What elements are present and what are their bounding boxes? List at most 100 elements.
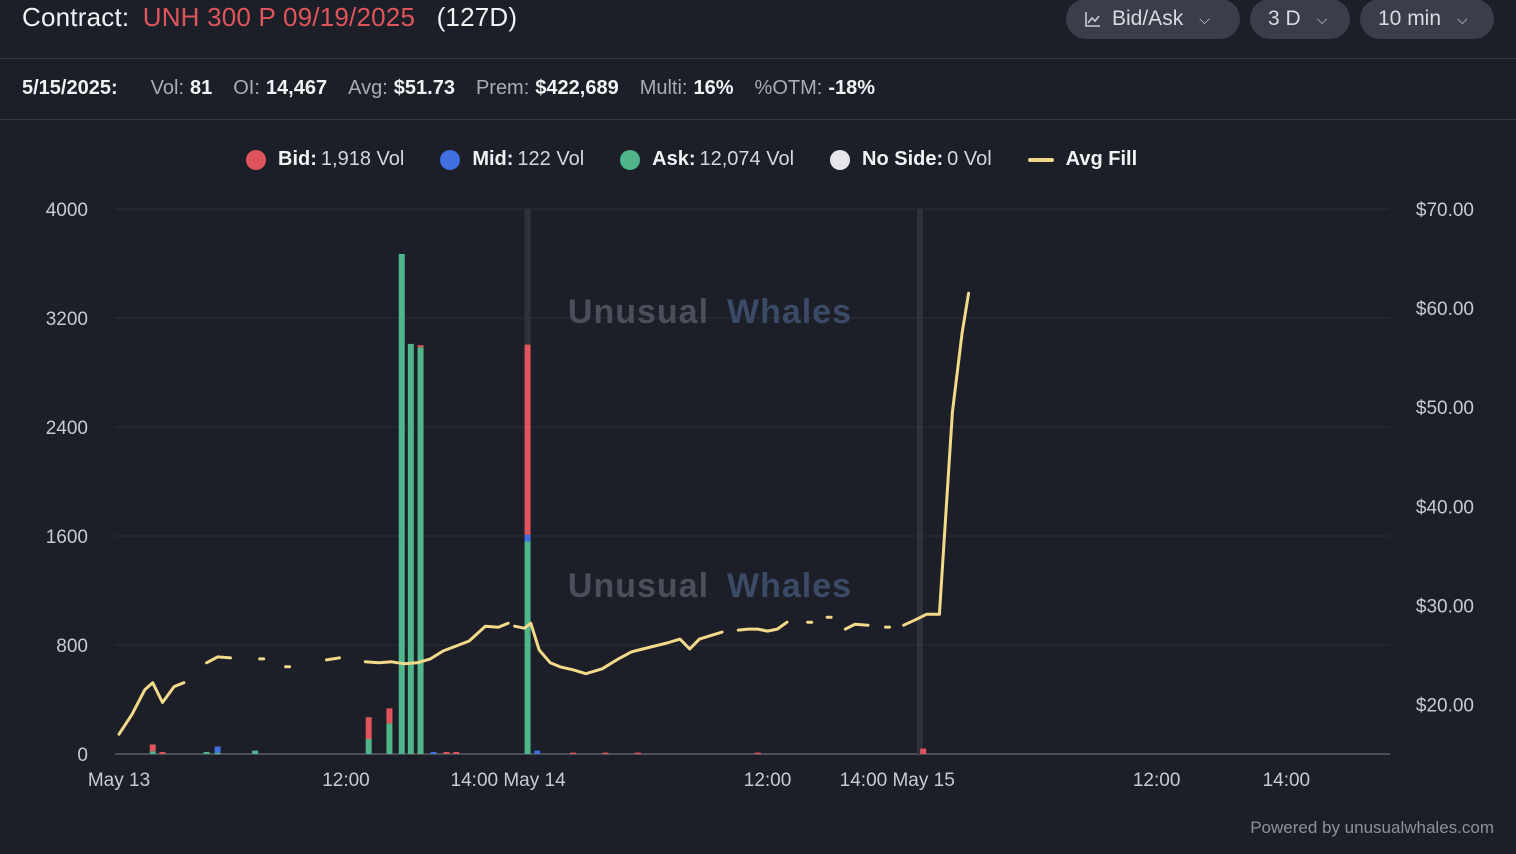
- contract-title: Contract: UNH 300 P 09/19/2025 (127D): [22, 2, 517, 33]
- volume-bar: [453, 751, 460, 754]
- bar-segment-bid: [365, 717, 372, 740]
- y-left-tick-label: 800: [56, 636, 88, 657]
- legend-no-side-name: No Side:: [862, 148, 944, 170]
- powered-by[interactable]: Powered by unusualwhales.com: [1250, 818, 1494, 837]
- volume-bar: [524, 344, 531, 754]
- bar-segment-ask: [365, 739, 372, 754]
- stat-multi-label: Multi:: [639, 77, 688, 99]
- avg-fill-line: [513, 621, 724, 676]
- y-right-tick-label: $60.00: [1416, 299, 1474, 320]
- avg-fill-line: [363, 621, 510, 666]
- interval-dropdown[interactable]: 10 min ⌵: [1360, 0, 1494, 39]
- bar-segment-ask: [398, 253, 405, 754]
- y-right-tick-label: $30.00: [1416, 596, 1474, 617]
- legend-no-side-value: 0 Vol: [947, 148, 992, 170]
- legend-bid-name: Bid:: [278, 148, 317, 170]
- bar-segment-bid: [417, 345, 424, 348]
- legend-avg-fill-name: Avg Fill: [1065, 148, 1138, 170]
- stat-multi-value: 16%: [693, 77, 734, 99]
- bar-segment-ask: [524, 541, 531, 754]
- volume-bar: [602, 752, 609, 755]
- avg-fill-line: [843, 622, 870, 631]
- interval-label: 10 min: [1378, 7, 1442, 30]
- volume-bar: [214, 746, 221, 755]
- contract-label: Contract:: [22, 2, 130, 32]
- ask-dot-icon: [620, 149, 641, 170]
- watermark-text: Unusual Whales: [568, 293, 852, 331]
- header-bar: Contract: UNH 300 P 09/19/2025 (127D) Bi…: [0, 0, 1516, 59]
- chart-type-dropdown[interactable]: Bid/Ask ⌵: [1066, 0, 1240, 39]
- stat-prem-value: $422,689: [535, 77, 619, 99]
- stat-oi: OI: 14,467: [233, 77, 327, 100]
- stat-vol: Vol: 81: [151, 77, 213, 100]
- y-right-tick-label: $20.00: [1416, 695, 1474, 716]
- volume-bar: [365, 717, 372, 754]
- stats-date: 5/15/2025:: [22, 77, 118, 99]
- bar-segment-bid: [754, 752, 761, 755]
- legend-mid-value: 122 Vol: [517, 148, 585, 170]
- volume-bar: [634, 752, 641, 755]
- legend-bid[interactable]: Bid: 1,918 Vol: [246, 148, 404, 171]
- volume-bar: [159, 751, 166, 754]
- stats-bar: 5/15/2025: Vol: 81 OI: 14,467 Avg: $51.73 P…: [0, 59, 1516, 120]
- stat-avg: Avg: $51.73: [348, 77, 455, 100]
- volume-bar: [203, 751, 210, 754]
- bar-segment-ask: [386, 723, 393, 754]
- mid-dot-icon: [440, 149, 461, 170]
- volume-bar: [569, 752, 576, 755]
- avg-fill-line: [205, 655, 232, 665]
- volume-bar: [398, 253, 405, 754]
- stat-oi-value: 14,467: [265, 77, 328, 99]
- legend-avg-fill[interactable]: Avg Fill: [1027, 148, 1138, 171]
- chart-legend: Bid: 1,918 Vol Mid: 122 Vol Ask: 12,074 Vol…: [246, 148, 1137, 171]
- bar-segment-ask: [407, 343, 414, 754]
- bid-dot-icon: [246, 149, 266, 170]
- legend-bid-value: 1,918 Vol: [320, 148, 405, 170]
- bar-segment-ask: [149, 751, 156, 754]
- x-tick-label: 12:00: [322, 770, 370, 791]
- x-tick-label: 14:00 May 15: [840, 770, 955, 791]
- chart-controls: Bid/Ask ⌵ 3 D ⌵ 10 min ⌵: [1066, 0, 1494, 39]
- y-left-tick-label: 1600: [46, 527, 88, 548]
- stat-otm-value: -18%: [828, 77, 876, 99]
- days-to-expiry: (127D): [436, 2, 518, 32]
- volume-chart: Unusual Whales Unusual Whales 0 800 1600 2400 32…: [46, 200, 1474, 791]
- volume-bar: [920, 748, 927, 754]
- chevron-down-icon: ⌵: [1199, 10, 1210, 27]
- legend-no-side[interactable]: No Side: 0 Vol: [830, 148, 992, 171]
- volume-bar: [386, 708, 393, 754]
- x-tick-label: May 13: [88, 770, 150, 791]
- bar-segment-bid: [920, 748, 927, 754]
- legend-mid[interactable]: Mid: 122 Vol: [440, 148, 584, 171]
- stat-multi: Multi: 16%: [640, 77, 734, 100]
- legend-ask[interactable]: Ask: 12,074 Vol: [620, 148, 794, 171]
- volume-bar: [443, 751, 450, 754]
- bar-segment-mid: [430, 751, 437, 754]
- stat-otm: %OTM: -18%: [755, 77, 875, 100]
- legend-mid-name: Mid:: [472, 148, 514, 170]
- range-dropdown[interactable]: 3 D ⌵: [1250, 0, 1350, 39]
- y-right-tick-label: $50.00: [1416, 398, 1474, 419]
- line-chart-icon: [1085, 12, 1100, 27]
- bar-segment-mid: [214, 746, 221, 753]
- x-tick-label: 12:00: [1133, 770, 1181, 791]
- bar-segment-bid: [453, 751, 460, 754]
- chevron-down-icon: ⌵: [1457, 10, 1468, 27]
- bar-segment-mid: [524, 534, 531, 542]
- chart-type-label: Bid/Ask: [1112, 7, 1184, 30]
- bar-segment-bid: [159, 751, 166, 754]
- legend-ask-value: 12,074 Vol: [699, 148, 795, 170]
- legend-ask-name: Ask:: [652, 148, 696, 170]
- bar-segment-bid: [149, 744, 156, 752]
- stat-vol-label: Vol:: [150, 77, 184, 99]
- volume-bar: [252, 750, 259, 754]
- stat-prem-label: Prem:: [475, 77, 530, 99]
- stat-prem: Prem: $422,689: [476, 77, 619, 100]
- y-left-tick-label: 3200: [46, 309, 88, 330]
- volume-bar: [430, 751, 437, 754]
- x-tick-label: 14:00: [1263, 770, 1311, 791]
- bar-segment-mid: [534, 750, 541, 754]
- bar-segment-bid: [443, 751, 450, 754]
- chevron-down-icon: ⌵: [1316, 10, 1328, 27]
- y-right-tick-label: $40.00: [1416, 497, 1474, 518]
